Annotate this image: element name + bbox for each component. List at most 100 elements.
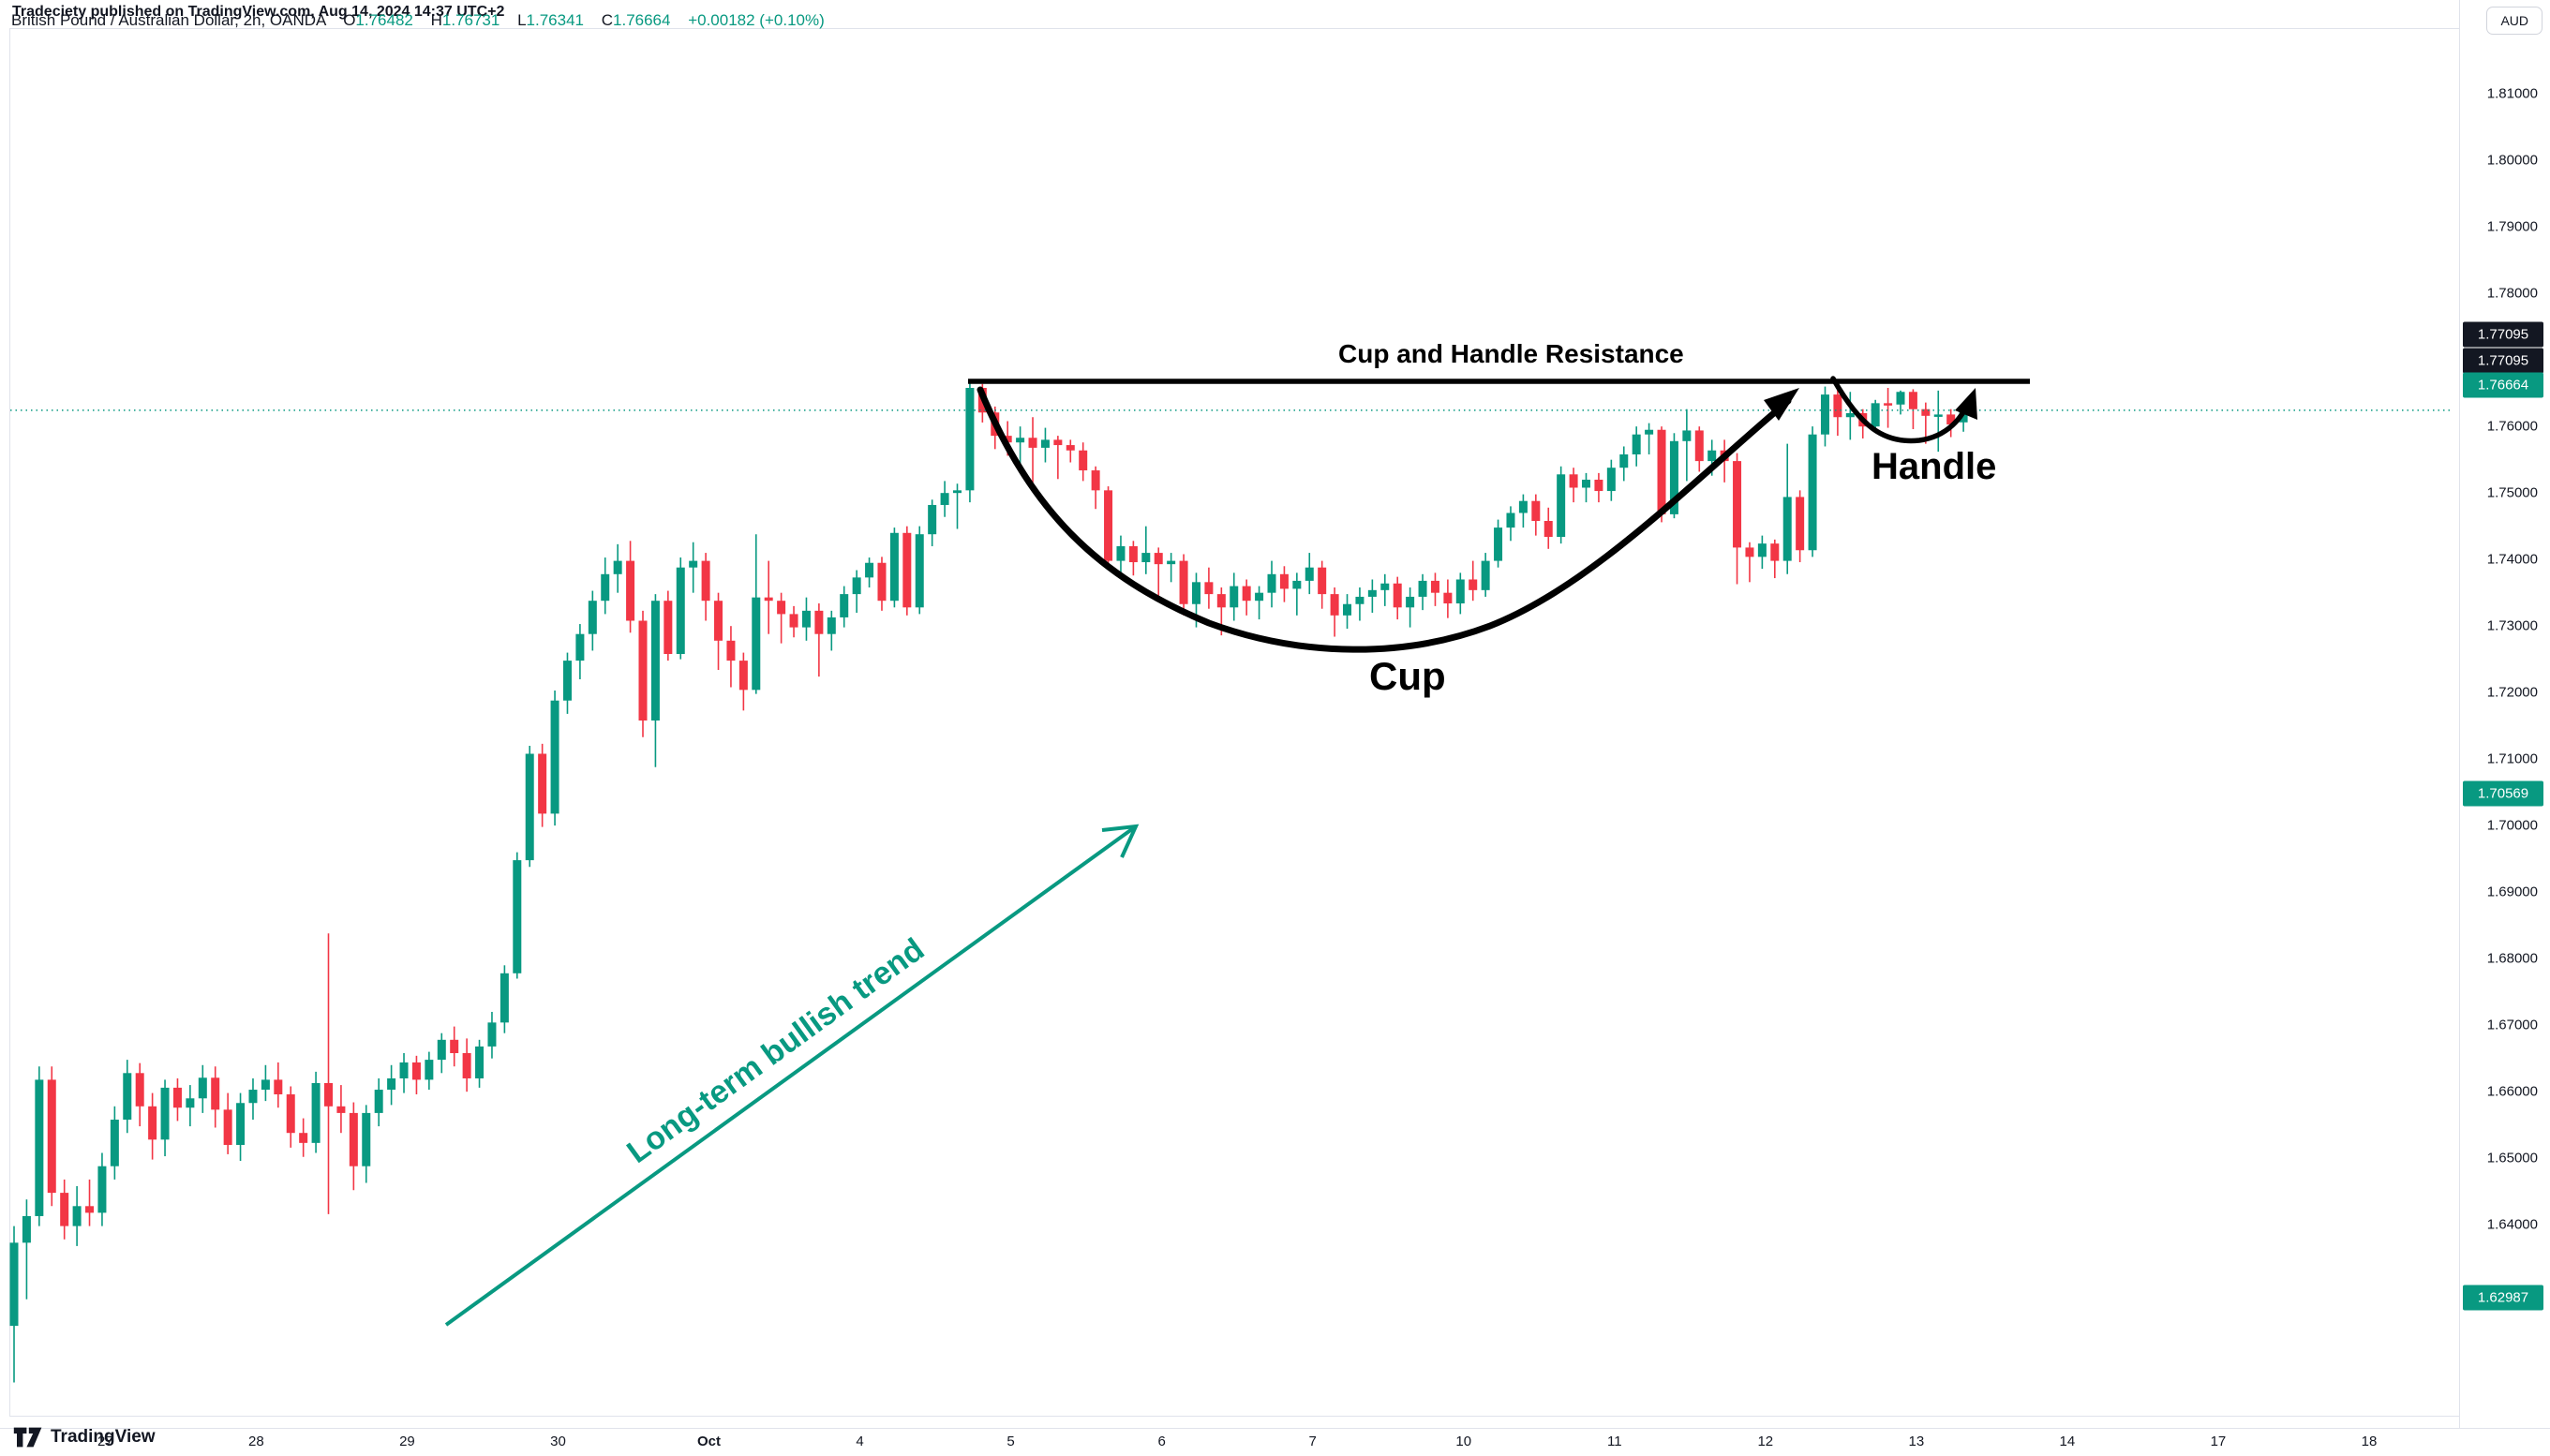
symbol-legend[interactable]: British Pound / Australian Dollar, 2h, O…: [11, 11, 825, 30]
candle: [852, 577, 861, 595]
candle: [1191, 582, 1200, 604]
candle: [299, 1133, 308, 1143]
time-axis-label: 30: [550, 1434, 566, 1449]
price-axis[interactable]: AUD 1.81000 1.80000 1.79000 1.78000 1.76000 1…: [2459, 0, 2550, 1429]
candle: [538, 753, 547, 814]
candle: [840, 594, 849, 617]
candle: [1469, 579, 1478, 590]
time-axis-label: 28: [248, 1434, 264, 1449]
high-label: H: [430, 11, 442, 29]
candle: [1355, 596, 1364, 604]
candle: [1418, 580, 1427, 597]
candle: [588, 601, 597, 634]
candle: [1543, 521, 1553, 538]
price-tick-label: 1.78000: [2486, 285, 2538, 302]
candle: [1908, 392, 1917, 409]
candle: [1267, 573, 1276, 593]
time-axis[interactable]: 27 28 29 30 Oct 4 5 6 7 10 11 12 13 14 17 18: [0, 1428, 2550, 1456]
candle: [261, 1079, 270, 1091]
open-value: 1.76482: [355, 11, 413, 29]
open-label: O: [343, 11, 356, 29]
candle: [1871, 403, 1880, 427]
candle: [1167, 560, 1176, 565]
price-tick-label: 1.74000: [2486, 551, 2538, 568]
candle: [1216, 594, 1226, 608]
candle: [172, 1087, 182, 1108]
candle: [1619, 454, 1629, 468]
candle: [877, 562, 887, 602]
tradingview-footer[interactable]: TradingView: [13, 1424, 156, 1450]
candle: [1230, 586, 1239, 608]
candle: [613, 560, 622, 574]
price-badge-black: 1.77095: [2463, 348, 2543, 374]
candle: [1921, 409, 1931, 416]
time-axis-label: 27: [97, 1434, 113, 1449]
resistance-annotation-label[interactable]: Cup and Handle Resistance: [1338, 339, 1684, 368]
candle: [475, 1046, 485, 1078]
candle: [1808, 434, 1817, 551]
candle: [97, 1166, 107, 1213]
candle: [387, 1077, 396, 1091]
price-tick-label: 1.70000: [2486, 817, 2538, 834]
candle: [60, 1193, 69, 1226]
candle: [638, 620, 648, 721]
candle: [411, 1062, 421, 1080]
candle: [1305, 567, 1314, 581]
candle: [1820, 394, 1829, 435]
candle: [575, 633, 585, 661]
price-tick-label: 1.76000: [2486, 418, 2538, 435]
time-axis-label: 6: [1157, 1434, 1166, 1449]
candle: [1657, 429, 1666, 514]
candle: [789, 614, 798, 628]
candle: [1557, 474, 1566, 538]
candle: [801, 610, 811, 628]
candle: [1279, 573, 1289, 589]
candle: [827, 617, 836, 634]
candle: [1154, 553, 1163, 565]
candle: [1406, 596, 1415, 608]
time-axis-label: Oct: [697, 1434, 722, 1449]
candle: [248, 1090, 258, 1104]
candle: [1518, 500, 1528, 513]
candle: [626, 560, 635, 621]
price-tick-label: 1.73000: [2486, 617, 2538, 634]
cup-annotation-label[interactable]: Cup: [1369, 654, 1446, 698]
handle-annotation-label[interactable]: Handle: [1871, 446, 1997, 487]
candle: [513, 860, 522, 973]
candle: [928, 504, 937, 535]
candle: [1594, 479, 1603, 492]
tradingview-logo-icon: [13, 1427, 42, 1448]
candle: [1770, 543, 1780, 561]
candle: [85, 1206, 95, 1213]
candle: [1292, 580, 1302, 589]
symbol-title[interactable]: British Pound / Australian Dollar, 2h, O…: [11, 11, 326, 29]
candle: [72, 1206, 82, 1226]
candle: [1028, 438, 1037, 448]
candle: [777, 601, 786, 615]
price-tick-label: 1.72000: [2486, 684, 2538, 701]
candle: [437, 1039, 446, 1061]
candle: [1204, 582, 1214, 595]
candle: [22, 1215, 31, 1243]
candle: [462, 1053, 471, 1078]
candle: [1040, 439, 1050, 448]
chart-widget: [9, 28, 2543, 1417]
candle: [1733, 461, 1742, 548]
candle: [1091, 470, 1100, 491]
currency-button[interactable]: AUD: [2486, 7, 2543, 35]
candle: [562, 661, 572, 701]
time-axis-label: 11: [1606, 1434, 1622, 1449]
candle: [714, 601, 723, 641]
handle-arrowhead-icon: [1955, 388, 1977, 420]
candle: [664, 601, 673, 654]
candle: [1933, 414, 1943, 417]
candle: [1066, 445, 1075, 451]
change-value: +0.00182 (+0.10%): [688, 11, 825, 29]
candle: [286, 1094, 295, 1134]
candle: [399, 1062, 409, 1078]
candle: [940, 493, 949, 505]
candle: [1393, 583, 1402, 608]
candle: [198, 1077, 207, 1099]
candle: [1606, 468, 1616, 492]
